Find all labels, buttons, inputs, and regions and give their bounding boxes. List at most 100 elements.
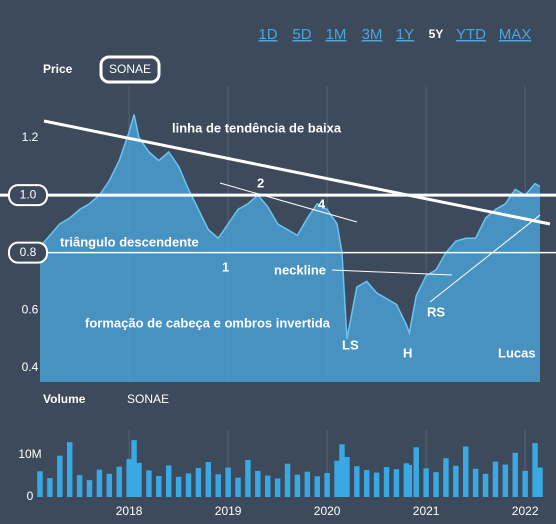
volume-bar: [106, 473, 113, 497]
annotation: formação de cabeça e ombros invertida: [85, 315, 331, 330]
volume-bar: [482, 473, 489, 497]
volume-bar: [255, 470, 261, 497]
price-title: Price: [43, 62, 73, 76]
volume-bar: [522, 470, 528, 497]
volume-bar: [502, 464, 509, 497]
y-tick-label: 1.0: [20, 187, 37, 201]
range-button[interactable]: YTD: [456, 26, 486, 43]
neckline-line: [331, 269, 453, 276]
volume-bar: [131, 440, 137, 497]
volume-bar: [175, 476, 182, 497]
volume-bar: [453, 465, 459, 497]
range-button[interactable]: MAX: [499, 26, 532, 43]
volume-bar: [373, 472, 380, 497]
volume-bar: [413, 447, 419, 497]
volume-bar: [205, 462, 212, 497]
volume-bar: [443, 458, 449, 497]
volume-bar: [245, 459, 251, 497]
volume-bar: [274, 478, 281, 497]
volume-bar: [364, 470, 370, 497]
annotation: 2: [257, 175, 264, 190]
volume-bar: [156, 475, 162, 497]
volume-bar: [225, 467, 231, 497]
y-tick-label: 1.2: [22, 130, 39, 144]
volume-bar: [537, 467, 543, 497]
plot: [0, 86, 556, 497]
volume-bar: [324, 472, 330, 497]
volume-bar: [136, 462, 142, 497]
annotation: triângulo descendente: [60, 234, 199, 249]
x-tick-label: 2020: [314, 504, 341, 518]
price-ticker[interactable]: SONAE: [109, 62, 151, 76]
annotation: neckline: [274, 262, 326, 277]
volume-bar: [512, 452, 518, 497]
volume-bar: [383, 467, 390, 497]
volume-bar: [532, 443, 538, 497]
volume-bar: [403, 463, 410, 497]
range-button[interactable]: 1D: [258, 26, 277, 43]
x-tick-label: 2018: [116, 504, 143, 518]
range-button[interactable]: 5Y: [429, 27, 444, 41]
volume-bar: [492, 461, 499, 497]
range-button[interactable]: 5D: [292, 26, 311, 43]
volume-bar: [195, 467, 202, 497]
triangle-line: [219, 182, 358, 223]
y-tick-label: 0.6: [22, 302, 39, 316]
price-line: [39, 114, 541, 340]
volume-bar: [284, 463, 291, 497]
x-tick-label: 2022: [512, 504, 539, 518]
volume-bar: [406, 464, 413, 497]
y-tick-label: 10M: [18, 447, 41, 461]
y-tick-label: 0.8: [20, 245, 37, 259]
annotation: 4: [318, 196, 326, 211]
volume-bar: [235, 477, 241, 497]
volume-bar: [66, 442, 73, 497]
volume-bar: [47, 478, 53, 497]
volume-bar: [423, 468, 429, 497]
volume-bar: [463, 446, 469, 497]
volume-bar: [57, 455, 63, 497]
annotation: LS: [342, 337, 359, 352]
volume-bar: [116, 466, 122, 497]
volume-bar: [354, 466, 360, 497]
range-button[interactable]: 3M: [362, 26, 383, 43]
annotation: Lucas: [498, 345, 536, 360]
volume-bar: [294, 474, 301, 497]
volume-bar: [37, 471, 43, 497]
volume-bar: [215, 474, 221, 497]
rs-line: [429, 214, 541, 303]
volume-title: Volume: [43, 392, 86, 406]
annotation: H: [403, 345, 412, 360]
volume-bar: [76, 475, 83, 497]
volume-ticker: SONAE: [127, 392, 169, 406]
volume-bar: [126, 459, 132, 497]
volume-bar: [393, 469, 400, 497]
volume-bar: [304, 471, 311, 497]
volume-bar: [86, 480, 93, 497]
volume-bar: [264, 475, 271, 497]
range-button[interactable]: 1M: [326, 26, 347, 43]
ticker-box: [99, 55, 161, 84]
volume-bar: [344, 456, 350, 497]
y-tick-label: 0.4: [22, 360, 39, 374]
x-tick-label: 2019: [215, 504, 242, 518]
y-tick-label: 0: [27, 489, 34, 503]
range-button[interactable]: 1Y: [396, 26, 414, 43]
x-tick-label: 2021: [413, 504, 440, 518]
volume-bar: [96, 469, 103, 497]
tick-box: [8, 184, 48, 207]
volume-bar: [146, 470, 152, 497]
trend-line: [43, 119, 551, 226]
volume-bar: [334, 460, 340, 497]
volume-bar: [433, 472, 439, 497]
volume-bar: [472, 468, 479, 497]
volume-bar: [314, 476, 320, 497]
price-area: [40, 114, 540, 382]
volume-bar: [185, 473, 192, 497]
volume-bar: [339, 444, 345, 497]
volume-bar: [165, 465, 172, 497]
annotation: 1: [222, 259, 229, 274]
tick-box: [8, 241, 48, 264]
annotation: RS: [427, 304, 445, 319]
